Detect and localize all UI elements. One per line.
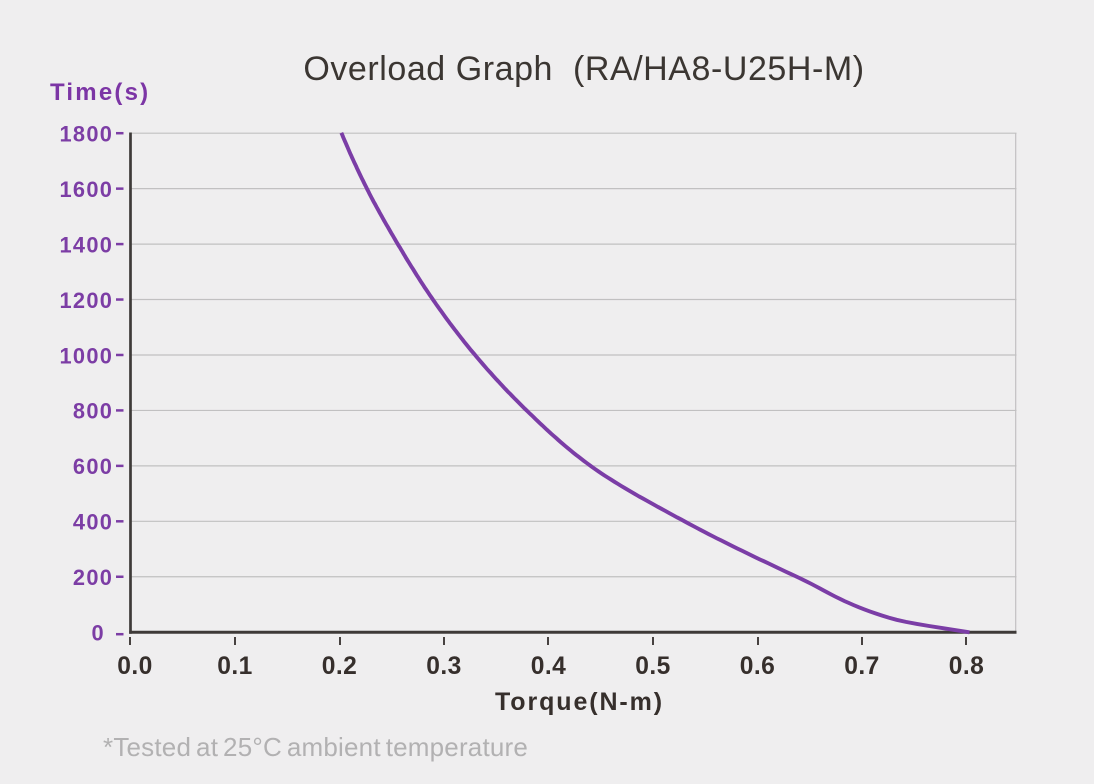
- svg-text:1000: 1000: [59, 343, 113, 368]
- svg-text:800: 800: [73, 399, 113, 424]
- svg-text:200: 200: [73, 565, 113, 590]
- svg-text:1800: 1800: [59, 122, 113, 147]
- svg-text:1200: 1200: [59, 288, 113, 313]
- svg-text:0: 0: [91, 621, 104, 646]
- svg-text:Time(s): Time(s): [50, 79, 150, 106]
- svg-text:600: 600: [73, 454, 113, 479]
- svg-text:0.8: 0.8: [949, 653, 984, 680]
- svg-text:0.2: 0.2: [322, 653, 357, 680]
- svg-text:1400: 1400: [59, 232, 113, 257]
- svg-text:0.4: 0.4: [531, 653, 566, 680]
- svg-text:*Tested at 25°C ambient temper: *Tested at 25°C ambient temperature: [103, 732, 528, 762]
- svg-text:Overload Graph (RA/HA8-U25H-M: Overload Graph (RA/HA8-U25H-M): [303, 50, 864, 88]
- svg-text:0.7: 0.7: [844, 653, 879, 680]
- svg-text:400: 400: [73, 510, 113, 535]
- svg-text:0.1: 0.1: [217, 653, 252, 680]
- svg-text:1600: 1600: [59, 177, 113, 202]
- svg-text:0.5: 0.5: [635, 653, 670, 680]
- svg-text:Torque(N-m): Torque(N-m): [495, 688, 664, 716]
- svg-text:0.6: 0.6: [740, 653, 775, 680]
- svg-text:0.3: 0.3: [426, 653, 461, 680]
- svg-text:0.0: 0.0: [117, 653, 152, 680]
